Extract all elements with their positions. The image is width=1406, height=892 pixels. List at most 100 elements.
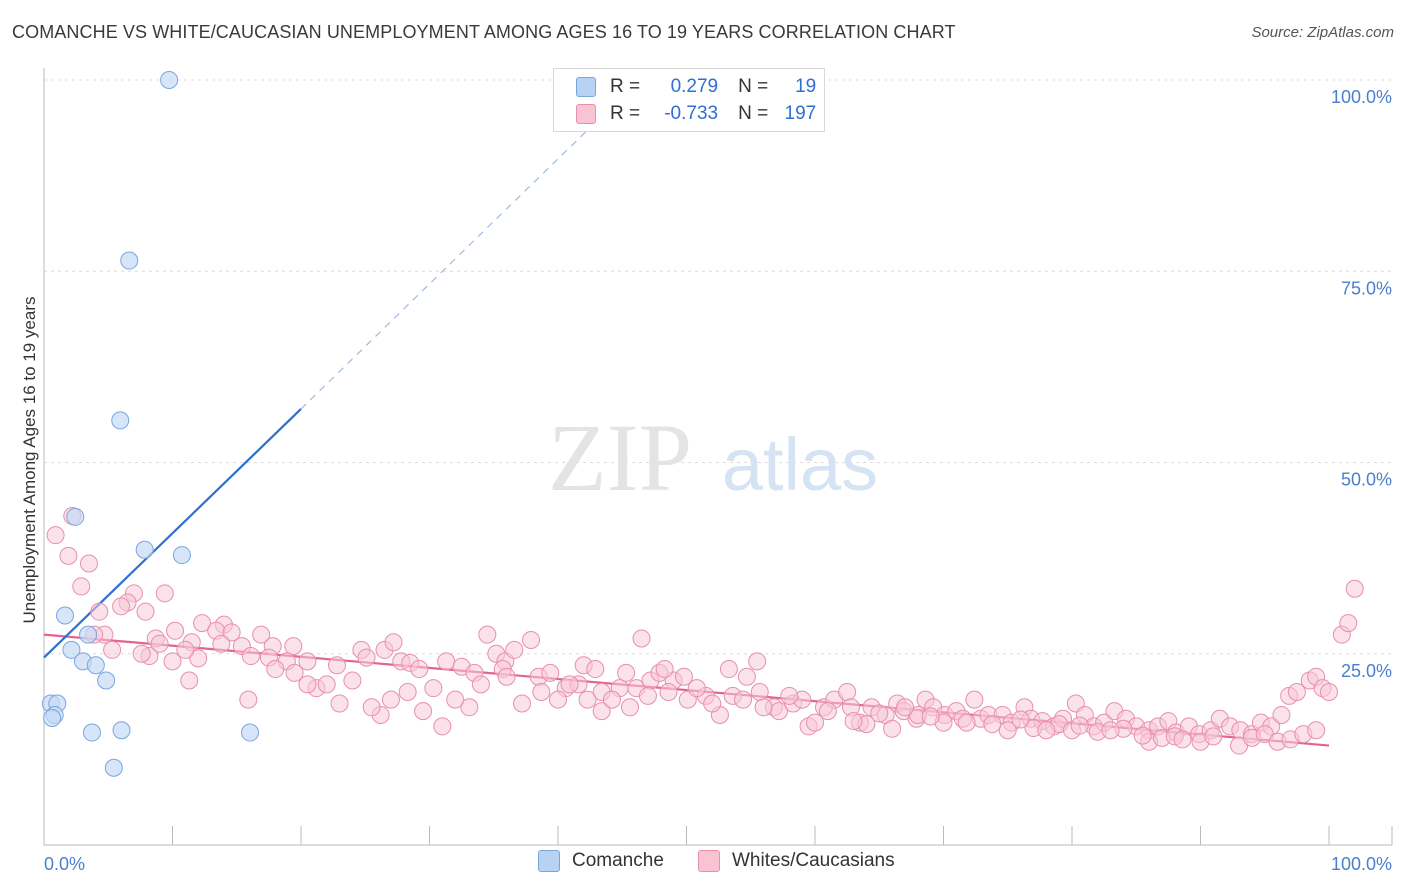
point-comanche xyxy=(112,721,131,740)
point-comanche xyxy=(82,723,101,742)
point-whites xyxy=(1320,683,1338,701)
point-whites xyxy=(838,683,857,701)
r-label: R = xyxy=(610,103,641,124)
legend-swatch-comanche xyxy=(576,77,596,97)
point-whites xyxy=(895,698,914,717)
point-whites xyxy=(655,660,674,679)
point-whites xyxy=(734,690,753,709)
point-comanche xyxy=(55,606,74,625)
point-whites xyxy=(1287,683,1306,701)
point-whites xyxy=(620,698,639,717)
point-whites xyxy=(150,634,169,653)
point-whites xyxy=(1272,705,1291,724)
x-tick-label: 0.0% xyxy=(44,854,85,874)
point-whites xyxy=(1339,614,1358,633)
point-whites xyxy=(285,663,304,682)
point-whites xyxy=(1345,579,1364,598)
point-whites xyxy=(241,647,260,666)
trend-comanche-extension xyxy=(300,83,636,410)
point-whites xyxy=(362,698,381,717)
point-whites xyxy=(298,652,317,671)
point-whites xyxy=(79,554,98,573)
point-whites xyxy=(748,652,767,671)
point-comanche xyxy=(62,640,81,659)
point-whites xyxy=(193,614,212,633)
point-whites xyxy=(72,577,91,596)
point-whites xyxy=(414,702,433,721)
point-whites xyxy=(505,640,524,659)
x-tick-label: 100.0% xyxy=(1331,854,1392,874)
n-label: N = xyxy=(738,103,769,124)
point-whites xyxy=(330,694,349,713)
n-value: 19 xyxy=(795,76,817,97)
point-whites xyxy=(549,690,567,709)
y-tick-label: 25.0% xyxy=(1341,661,1392,681)
legend-swatch-whites xyxy=(576,104,596,124)
point-whites xyxy=(471,675,490,694)
point-whites xyxy=(189,649,208,668)
point-whites xyxy=(1173,730,1192,749)
axes xyxy=(43,68,1393,846)
legend-swatch-comanche xyxy=(538,850,560,872)
point-whites xyxy=(1133,726,1152,745)
point-whites xyxy=(578,690,597,709)
point-whites xyxy=(437,652,456,671)
legend-swatch-whites xyxy=(698,850,720,872)
point-whites xyxy=(460,698,479,717)
correlation-legend: R = 0.279 N = 19 R = -0.733 N = 197 xyxy=(553,68,825,132)
watermark-zip: ZIP xyxy=(548,404,692,511)
point-whites xyxy=(327,656,346,675)
point-whites xyxy=(136,602,155,621)
point-whites xyxy=(357,648,376,667)
point-whites xyxy=(298,675,317,694)
point-comanche xyxy=(111,411,130,430)
y-tick-label: 75.0% xyxy=(1341,278,1392,298)
point-whites xyxy=(602,690,621,709)
point-whites xyxy=(737,667,756,686)
point-whites xyxy=(532,683,551,701)
point-whites xyxy=(343,671,362,690)
point-whites xyxy=(317,675,336,694)
point-comanche xyxy=(120,251,139,270)
point-whites xyxy=(780,686,799,705)
point-comanche xyxy=(66,507,85,526)
point-whites xyxy=(687,679,706,698)
point-whites xyxy=(957,713,976,732)
y-tick-label: 100.0% xyxy=(1331,87,1392,107)
legend-item-comanche[interactable]: Comanche xyxy=(538,850,664,872)
point-whites xyxy=(266,660,285,679)
y-axis-label: Unemployment Among Ages 16 to 19 years xyxy=(20,296,39,624)
point-comanche xyxy=(172,546,191,565)
chart-title: COMANCHE VS WHITE/CAUCASIAN UNEMPLOYMENT… xyxy=(12,22,956,42)
point-whites xyxy=(163,652,182,671)
point-whites xyxy=(1070,716,1089,735)
point-whites xyxy=(541,663,560,682)
point-comanche xyxy=(160,71,179,89)
legend-row-comanche: R = 0.279 N = 19 xyxy=(576,74,816,100)
series-legend: Comanche Whites/Caucasians xyxy=(0,850,1406,878)
point-whites xyxy=(754,698,773,717)
point-whites xyxy=(703,694,722,713)
r-value: 0.279 xyxy=(670,76,719,97)
watermark: ZIP atlas xyxy=(548,404,878,511)
point-whites xyxy=(513,694,532,713)
legend-label-whites: Whites/Caucasians xyxy=(732,850,895,871)
point-whites xyxy=(446,690,465,709)
legend-item-whites[interactable]: Whites/Caucasians xyxy=(698,850,895,872)
point-whites xyxy=(870,704,889,723)
point-whites xyxy=(180,671,199,690)
n-label: N = xyxy=(738,76,769,97)
point-whites xyxy=(983,715,1002,734)
point-whites xyxy=(212,634,231,653)
point-whites xyxy=(1307,721,1326,740)
n-value: 197 xyxy=(784,103,817,124)
point-whites xyxy=(239,690,258,709)
point-comanche xyxy=(97,671,116,690)
point-comanche xyxy=(241,723,260,742)
point-whites xyxy=(112,597,131,616)
point-whites xyxy=(132,644,151,663)
point-whites xyxy=(103,640,122,659)
point-whites xyxy=(586,660,605,679)
y-tick-label: 50.0% xyxy=(1341,470,1392,490)
